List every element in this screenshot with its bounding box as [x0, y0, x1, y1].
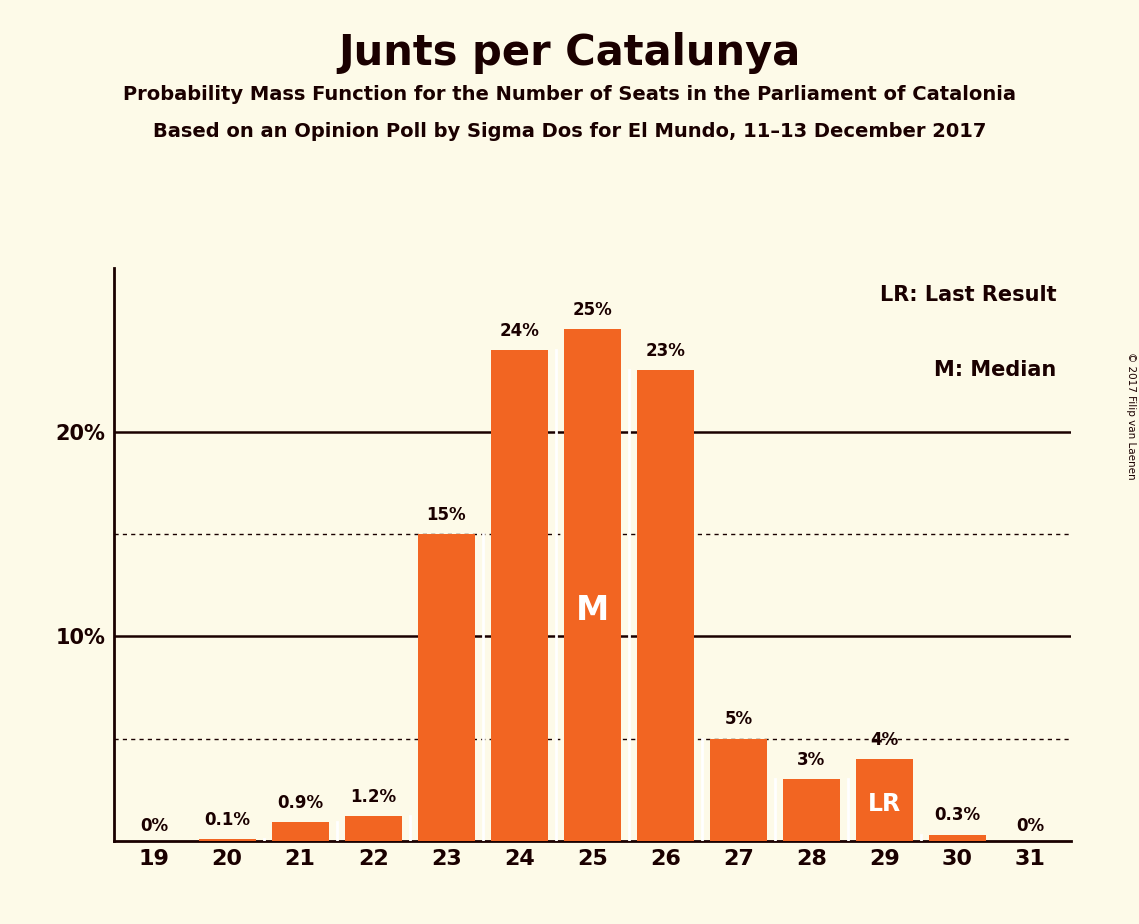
Text: Based on an Opinion Poll by Sigma Dos for El Mundo, 11–13 December 2017: Based on an Opinion Poll by Sigma Dos fo…	[153, 122, 986, 141]
Text: M: M	[575, 594, 609, 627]
Bar	[418, 534, 475, 841]
Text: Junts per Catalunya: Junts per Catalunya	[338, 32, 801, 74]
Bar	[198, 839, 255, 841]
Bar	[637, 371, 694, 841]
Text: Probability Mass Function for the Number of Seats in the Parliament of Catalonia: Probability Mass Function for the Number…	[123, 85, 1016, 104]
Text: 1.2%: 1.2%	[350, 788, 396, 806]
Text: 4%: 4%	[870, 731, 899, 748]
Bar	[564, 329, 621, 841]
Text: LR: Last Result: LR: Last Result	[879, 286, 1056, 305]
Text: 25%: 25%	[573, 301, 612, 319]
Text: 24%: 24%	[499, 322, 539, 340]
Bar	[345, 816, 402, 841]
Text: M: Median: M: Median	[934, 359, 1056, 380]
Bar	[491, 350, 548, 841]
Text: 3%: 3%	[797, 751, 826, 769]
Bar	[855, 759, 912, 841]
Bar	[272, 822, 329, 841]
Text: 0.3%: 0.3%	[934, 807, 981, 824]
Bar	[782, 780, 839, 841]
Text: 0%: 0%	[1016, 817, 1044, 834]
Text: 15%: 15%	[426, 505, 466, 524]
Text: LR: LR	[868, 792, 901, 816]
Text: 5%: 5%	[724, 711, 753, 728]
Text: 0.9%: 0.9%	[277, 795, 323, 812]
Bar	[710, 738, 767, 841]
Text: 0%: 0%	[140, 817, 169, 834]
Text: 0.1%: 0.1%	[204, 810, 251, 829]
Bar	[929, 834, 986, 841]
Text: 23%: 23%	[646, 342, 686, 360]
Text: © 2017 Filip van Laenen: © 2017 Filip van Laenen	[1126, 352, 1136, 480]
